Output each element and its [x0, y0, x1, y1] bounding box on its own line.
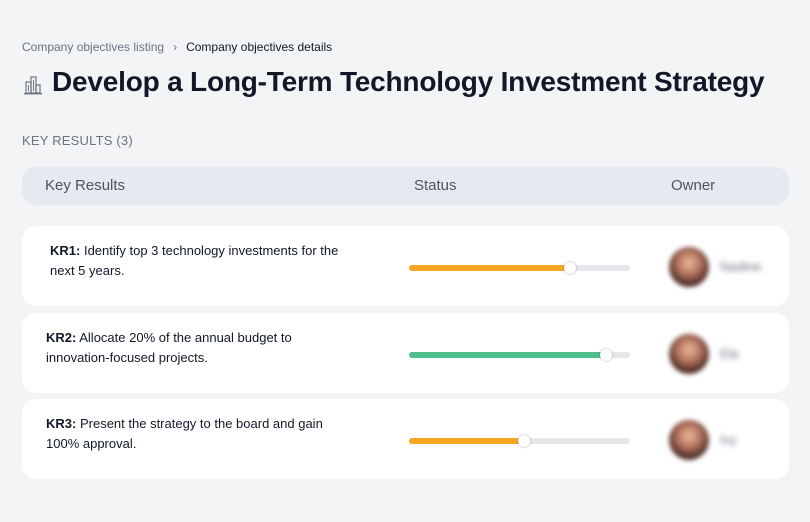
status-progress-bar[interactable] [409, 262, 630, 274]
column-header-status: Status [414, 177, 457, 194]
key-result-row[interactable]: KR1: Identify top 3 technology investmen… [22, 226, 789, 306]
avatar [669, 334, 709, 374]
key-result-description: Present the strategy to the board and ga… [46, 416, 323, 451]
column-header-owner: Owner [671, 177, 716, 194]
progress-fill [409, 265, 571, 271]
owner-name: Nadine [720, 259, 762, 274]
status-progress-bar[interactable] [409, 435, 630, 447]
key-result-text: KR1: Identify top 3 technology investmen… [50, 241, 350, 281]
breadcrumb-current: Company objectives details [186, 40, 333, 54]
progress-handle[interactable] [564, 262, 577, 274]
avatar [669, 247, 709, 287]
progress-fill [409, 438, 524, 444]
key-result-code: KR1: [50, 243, 81, 258]
key-result-description: Identify top 3 technology investments fo… [50, 243, 339, 278]
progress-handle[interactable] [599, 349, 612, 361]
key-result-row[interactable]: KR3: Present the strategy to the board a… [22, 399, 789, 479]
status-progress-bar[interactable] [409, 349, 630, 361]
breadcrumb-parent-link[interactable]: Company objectives listing [22, 40, 165, 54]
key-result-row[interactable]: KR2: Allocate 20% of the annual budget t… [22, 313, 789, 393]
key-result-code: KR2: [46, 330, 77, 345]
building-icon [24, 76, 42, 95]
owner-name: Ivy [720, 432, 737, 447]
key-results-section-label: KEY RESULTS (3) [22, 133, 133, 148]
owner-name: Ela [720, 346, 739, 361]
key-result-text: KR2: Allocate 20% of the annual budget t… [46, 328, 346, 368]
column-header-key-results: Key Results [45, 177, 126, 194]
key-result-text: KR3: Present the strategy to the board a… [46, 414, 346, 454]
avatar [669, 420, 709, 460]
key-result-description: Allocate 20% of the annual budget to inn… [46, 330, 292, 365]
key-result-code: KR3: [46, 416, 77, 431]
page-header: Develop a Long-Term Technology Investmen… [22, 66, 765, 98]
progress-fill [409, 352, 606, 358]
progress-handle[interactable] [517, 435, 530, 447]
table-header: Key Results Status Owner [22, 167, 789, 205]
page-title: Develop a Long-Term Technology Investmen… [52, 66, 765, 97]
breadcrumb: Company objectives listing › Company obj… [22, 40, 332, 54]
chevron-right-icon: › [173, 40, 178, 54]
